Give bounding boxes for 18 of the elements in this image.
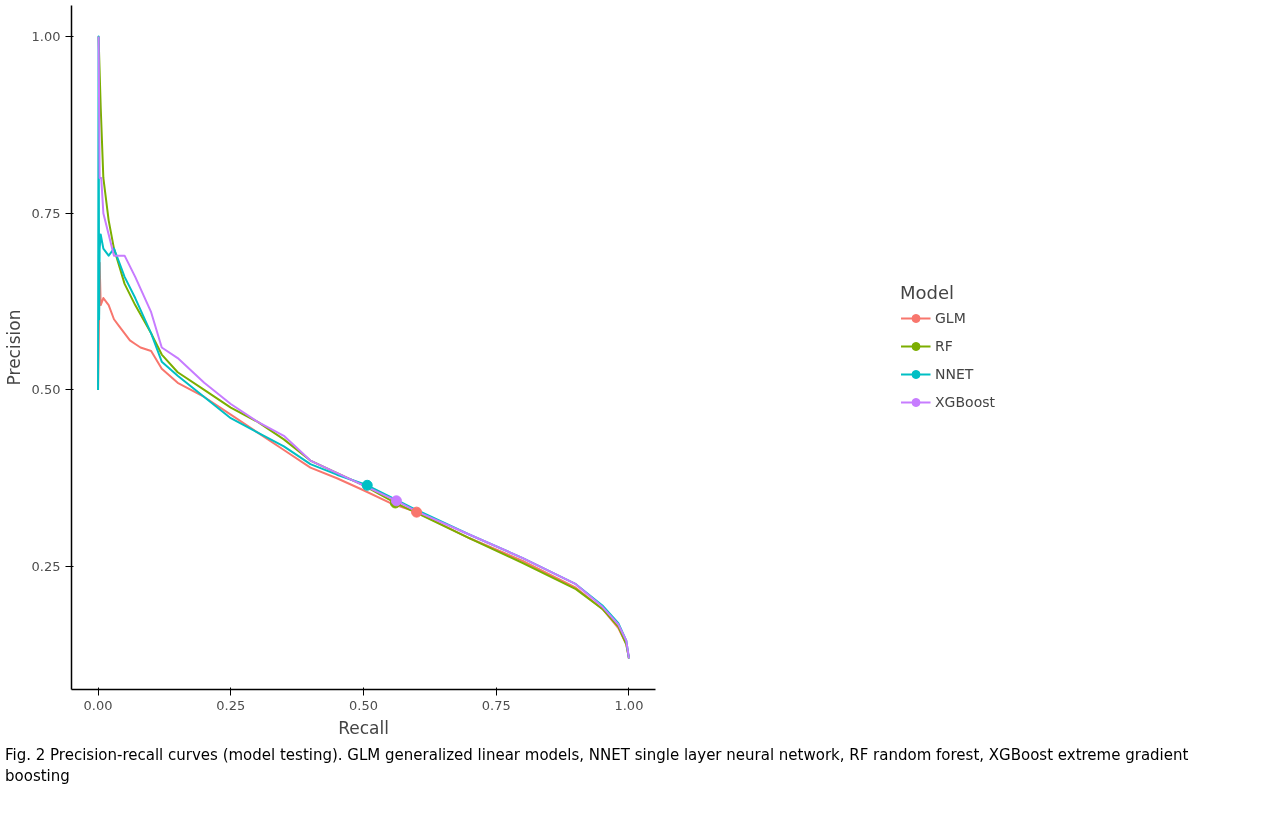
legend-title: Model (900, 282, 956, 303)
legend-label: NNET (935, 366, 974, 382)
legend-label: GLM (935, 310, 966, 326)
caption: Fig. 2 Precision-recall curves (model testing). GLM generalized linear models, NNET single layer neural network, RF random forest, XGBoost extreme gradient boosting (5, 746, 1189, 786)
x-tick-label: 0.50 (349, 697, 378, 713)
x-tick-label: 0.00 (83, 697, 113, 713)
legend-label: XGBoost (935, 394, 995, 410)
y-axis-title: Precision (3, 309, 24, 386)
x-tick-label: 1.00 (614, 697, 644, 713)
x-axis-title: Recall (338, 717, 389, 738)
y-tick-label: 1.00 (31, 29, 61, 45)
y-tick-label: 0.25 (31, 559, 61, 575)
x-tick-label: 0.75 (481, 697, 511, 713)
y-tick-label: 0.50 (31, 382, 61, 398)
x-tick-label: 0.25 (216, 697, 246, 713)
line-series (97, 35, 630, 660)
legend-label: RF (935, 338, 954, 354)
y-tick-label: 0.75 (31, 205, 61, 221)
